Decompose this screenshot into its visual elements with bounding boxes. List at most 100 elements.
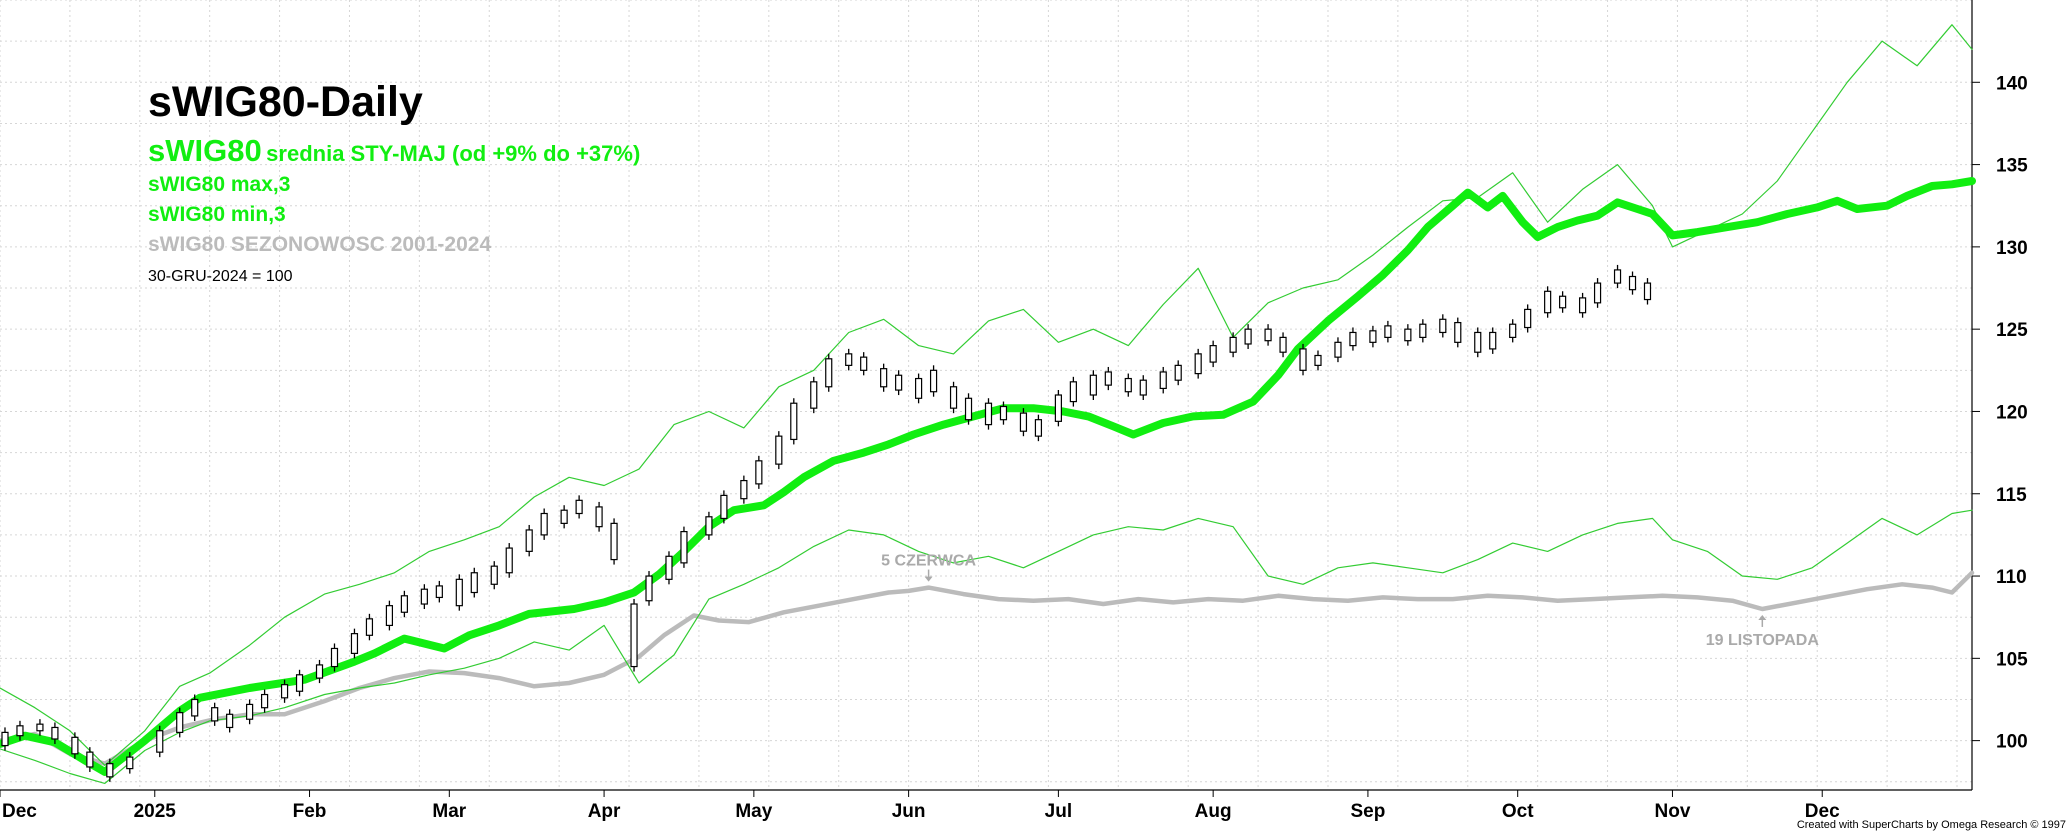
candle-body: [895, 374, 903, 391]
candle-body: [1628, 275, 1637, 291]
x-tick-label: Feb: [293, 801, 327, 822]
candle-body: [1334, 341, 1342, 358]
candle-body: [246, 703, 254, 720]
candle-body: [1369, 330, 1377, 343]
candle-body: [630, 603, 638, 668]
series-layer: [0, 24, 1976, 784]
candle-body: [1544, 290, 1552, 314]
axis-layer: 100 105 110 115 120 125 130 135 140 Dec 2025 Feb Mar…: [0, 0, 2028, 822]
candle-body: [365, 618, 374, 636]
candle-body: [350, 633, 359, 654]
candle-body: [1279, 336, 1287, 353]
candle-body: [330, 647, 339, 668]
x-tick-label: May: [735, 801, 772, 822]
candle-body: [435, 585, 443, 599]
y-tick-label: 140: [1996, 73, 2028, 94]
candle-body: [984, 402, 993, 426]
candle-body: [645, 575, 653, 602]
candle-body: [1229, 336, 1237, 353]
y-tick-label: 130: [1996, 238, 2028, 259]
candle-body: [455, 578, 463, 607]
candle-body: [610, 522, 618, 561]
x-tick-label: Jul: [1045, 801, 1072, 822]
candle-body: [176, 712, 184, 733]
x-tick-label: Apr: [588, 801, 621, 822]
candle-body: [775, 435, 783, 465]
series-line-band-1: [0, 509, 1973, 784]
candle-body: [1194, 353, 1202, 375]
candle-body: [1474, 331, 1482, 353]
candle-body: [490, 565, 498, 585]
candle-body: [1489, 331, 1497, 350]
candle-body: [860, 356, 868, 371]
x-tick-label: Dec: [2, 801, 37, 822]
candle-body: [1034, 419, 1043, 437]
candle-body: [825, 358, 833, 388]
x-tick-label: Oct: [1502, 801, 1534, 822]
candle-body: [1089, 374, 1097, 396]
candle-body: [1299, 348, 1307, 371]
candle-body: [845, 353, 853, 366]
candle-body: [126, 756, 134, 770]
chart-title: sWIG80-Daily: [148, 78, 423, 126]
candle-body: [1593, 282, 1602, 304]
candle-body: [1349, 331, 1357, 347]
candle-body: [315, 664, 324, 679]
candle-body: [915, 377, 923, 399]
candle-body: [1209, 345, 1217, 363]
candle-body: [1454, 321, 1462, 343]
candle-body: [1509, 323, 1517, 338]
series-line-main: [0, 177, 1976, 776]
x-tick-label: 2025: [134, 801, 177, 822]
candle-body: [1069, 381, 1077, 403]
candle-body: [790, 402, 798, 441]
candle-body: [1139, 379, 1147, 396]
candle-body: [755, 460, 763, 485]
annotation-label: 19 LISTOPADA: [1706, 632, 1820, 649]
candle-body: [1384, 325, 1392, 338]
candle-body: [1264, 328, 1272, 342]
candle-body: [1174, 364, 1182, 381]
candle-body: [740, 479, 748, 500]
candle-body: [156, 730, 164, 753]
candle-body: [560, 509, 568, 524]
y-tick-label: 100: [1996, 732, 2028, 753]
candle-body: [720, 494, 728, 520]
candle-body: [1559, 295, 1567, 309]
candle-body: [71, 736, 79, 755]
candle-body: [226, 713, 234, 729]
legend-min: sWIG80 min,3: [148, 203, 286, 227]
y-tick-label: 110: [1996, 567, 2027, 588]
series-line-seasonal: [0, 570, 1975, 766]
legend-base-note: 30-GRU-2024 = 100: [148, 267, 293, 285]
candle-body: [665, 555, 673, 580]
annotation-arrowhead: [1758, 614, 1767, 620]
candle-body: [929, 369, 938, 393]
x-tick-label: Mar: [432, 801, 466, 822]
candle-body: [705, 516, 713, 536]
candle-body: [211, 707, 219, 722]
y-tick-label: 115: [1996, 485, 2027, 506]
candle-body: [680, 531, 688, 564]
candle-body: [420, 588, 428, 605]
candle-body: [575, 499, 583, 515]
y-tick-label: 135: [1996, 156, 2028, 177]
candle-body: [1578, 297, 1587, 314]
candle-body: [1019, 412, 1028, 432]
legend-main-note: srednia STY-MAJ (od +9% do +37%): [266, 141, 641, 167]
annotation-label: 5 CZERWCA: [881, 553, 976, 570]
candle-body: [191, 698, 199, 717]
candle-body: [400, 595, 408, 613]
y-tick-label: 120: [1996, 402, 2028, 423]
annotation-arrowhead: [924, 576, 933, 582]
candle-body: [51, 726, 59, 740]
x-tick-label: Jun: [892, 801, 926, 822]
candle-body: [999, 405, 1008, 421]
candle-body: [810, 381, 818, 409]
candle-body: [280, 684, 289, 699]
legend: sWIG80-Daily sWIG80 srednia STY-MAJ (od …: [148, 78, 640, 286]
legend-main-name: sWIG80: [148, 133, 262, 169]
y-tick-label: 105: [1996, 649, 2028, 670]
candle-body: [1054, 394, 1062, 422]
